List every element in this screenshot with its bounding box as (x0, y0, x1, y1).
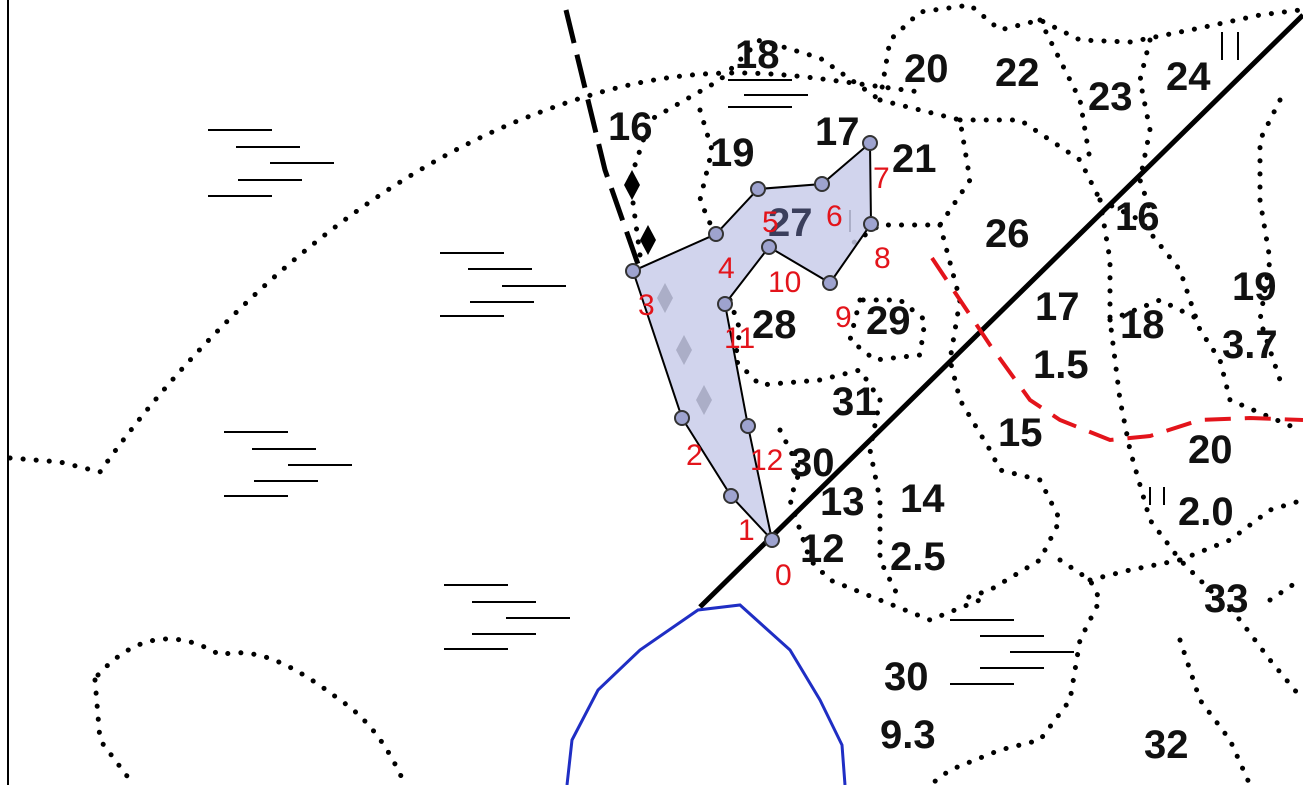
circle-marker-icon (863, 216, 879, 232)
vertex-labels: 0 1 2 3 4 5 6 7 8 9 10 11 12 (638, 162, 891, 592)
circle-marker-icon (717, 296, 733, 312)
circle-marker-icon (740, 418, 756, 434)
circle-marker-icon (723, 488, 739, 504)
vertex-label: 2 (686, 439, 703, 472)
circle-marker-icon (862, 135, 878, 151)
horizontal-hatch-icon (728, 79, 808, 108)
horizontal-hatch-icon (224, 431, 352, 497)
red-dashed-boundary (930, 256, 1303, 443)
plot-label: 2.0 (1178, 490, 1234, 534)
circle-marker-icon (674, 410, 690, 426)
circle-marker-icon (814, 176, 830, 192)
plot-label: 2.5 (890, 535, 946, 579)
plot-label: 21 (892, 137, 937, 181)
plot-label: 9.3 (880, 713, 936, 757)
plot-label: 26 (985, 212, 1030, 256)
plot-label: 3.7 (1222, 323, 1278, 367)
road-dashed-line (563, 9, 643, 271)
plot-label: 15 (998, 411, 1043, 455)
plot-label: 20 (904, 47, 949, 91)
plot-label: 12 (800, 527, 845, 571)
plot-label: 28 (752, 303, 797, 347)
plot-label: 18 (735, 33, 780, 77)
vertex-label: 12 (750, 444, 783, 477)
vertex-label: 11 (724, 322, 755, 355)
plot-label: 32 (1144, 723, 1189, 767)
horizontal-hatch-icon (440, 252, 566, 317)
vertex-label: 7 (873, 162, 890, 195)
circle-marker-icon (822, 275, 838, 291)
vertex-label: 8 (874, 242, 891, 275)
plot-label: 16 (1115, 195, 1160, 239)
road-solid-line (698, 13, 1303, 609)
vertex-label: 9 (835, 301, 852, 334)
horizontal-hatch-icon (444, 584, 570, 650)
plot-label: 30 (884, 655, 929, 699)
plot-label: 19 (1232, 265, 1277, 309)
vertex-label: 1 (738, 514, 755, 547)
circle-marker-icon (761, 239, 777, 255)
circle-marker-icon (764, 532, 780, 548)
vertex-label: 10 (768, 266, 801, 299)
horizontal-hatch-icon (950, 619, 1074, 685)
vertex-label: 0 (775, 559, 792, 592)
plot-label: 24 (1166, 55, 1211, 99)
plot-label: 27 (768, 201, 813, 245)
plot-label: 31 (832, 380, 877, 424)
plot-label: 23 (1088, 75, 1133, 119)
plot-label: 1.5 (1033, 343, 1089, 387)
plot-label: 16 (608, 105, 653, 149)
blue-outline-shape (565, 603, 847, 785)
plot-labels: 18 20 22 23 24 16 19 17 21 27 26 16 19 3… (608, 33, 1278, 767)
plot-label: 17 (815, 110, 860, 154)
plot-label: 33 (1204, 577, 1249, 621)
horizontal-hatch-icon (208, 129, 334, 197)
plot-label: 14 (900, 477, 945, 521)
plot-label: 17 (1035, 285, 1080, 329)
circle-marker-icon (625, 263, 641, 279)
plot-label: 18 (1120, 303, 1165, 347)
circle-marker-icon (708, 226, 724, 242)
vertex-label: 5 (762, 206, 779, 239)
diamond-icon (624, 170, 640, 200)
selected-parcel-polygon[interactable] (631, 140, 873, 544)
vertex-label: 3 (638, 289, 655, 322)
vertex-label: 4 (718, 252, 735, 285)
diamond-icon (640, 225, 656, 255)
plot-label: 20 (1188, 428, 1233, 472)
circle-marker-icon (750, 181, 766, 197)
plot-label: 29 (866, 299, 911, 343)
polygon-vertices[interactable] (625, 135, 879, 548)
plot-label: 13 (820, 480, 865, 524)
parcel-boundaries (7, 2, 1303, 785)
plot-label: 22 (995, 51, 1040, 95)
vertex-label: 6 (826, 200, 843, 233)
marsh-symbols (208, 32, 1239, 685)
plot-label: 19 (710, 131, 755, 175)
plot-label: 30 (790, 441, 835, 485)
